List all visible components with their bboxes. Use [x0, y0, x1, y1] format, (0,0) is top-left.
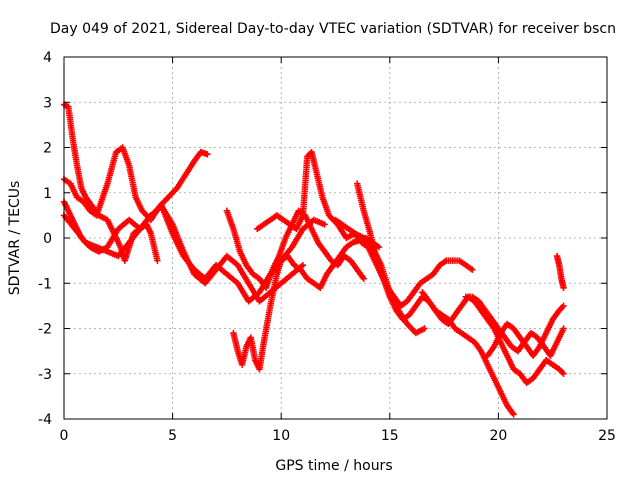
data-point	[560, 325, 567, 332]
series-track-m	[553, 252, 567, 291]
y-axis-label: SDTVAR / TECUs	[7, 181, 23, 296]
y-tick-label: -3	[38, 367, 52, 383]
y-tick-label: 2	[43, 141, 52, 157]
data-point	[421, 325, 428, 332]
x-tick-label: 5	[168, 428, 177, 444]
y-tick-label: 1	[43, 186, 52, 202]
data-point	[560, 370, 567, 377]
series-track-f	[254, 148, 428, 337]
y-tick-label: 4	[43, 50, 52, 66]
axis-ticks: 0 5 10 15 20 25 -4 -3 -2 -1 0 1 2 3 4	[38, 50, 616, 444]
data-point	[510, 411, 517, 418]
data-points	[60, 101, 567, 418]
x-tick-label: 20	[489, 428, 507, 444]
series-track-d	[60, 198, 307, 305]
data-point	[360, 275, 367, 282]
data-point	[560, 302, 567, 310]
y-tick-label: 3	[43, 95, 52, 111]
series-track-l	[484, 302, 567, 359]
series-track-i	[354, 180, 517, 418]
data-point	[299, 261, 307, 269]
data-point	[375, 243, 383, 251]
x-tick-label: 0	[60, 428, 69, 444]
x-tick-label: 25	[598, 428, 616, 444]
data-point	[469, 266, 476, 273]
grid-lines	[64, 57, 607, 419]
series-track-j	[419, 289, 567, 386]
data-point	[154, 257, 161, 264]
data-point	[560, 284, 567, 291]
x-tick-label: 15	[381, 428, 399, 444]
data-point	[204, 151, 211, 158]
y-tick-label: -4	[38, 412, 52, 428]
x-axis-label: GPS time / hours	[275, 458, 392, 474]
chart-title: Day 049 of 2021, Sidereal Day-to-day VTE…	[50, 21, 616, 37]
x-tick-label: 10	[272, 428, 290, 444]
y-tick-label: 0	[43, 231, 52, 247]
data-point	[321, 221, 328, 228]
y-tick-label: -1	[38, 276, 52, 292]
series-track-e	[230, 234, 383, 373]
series-track-g	[223, 207, 367, 291]
y-tick-label: -2	[38, 322, 52, 338]
